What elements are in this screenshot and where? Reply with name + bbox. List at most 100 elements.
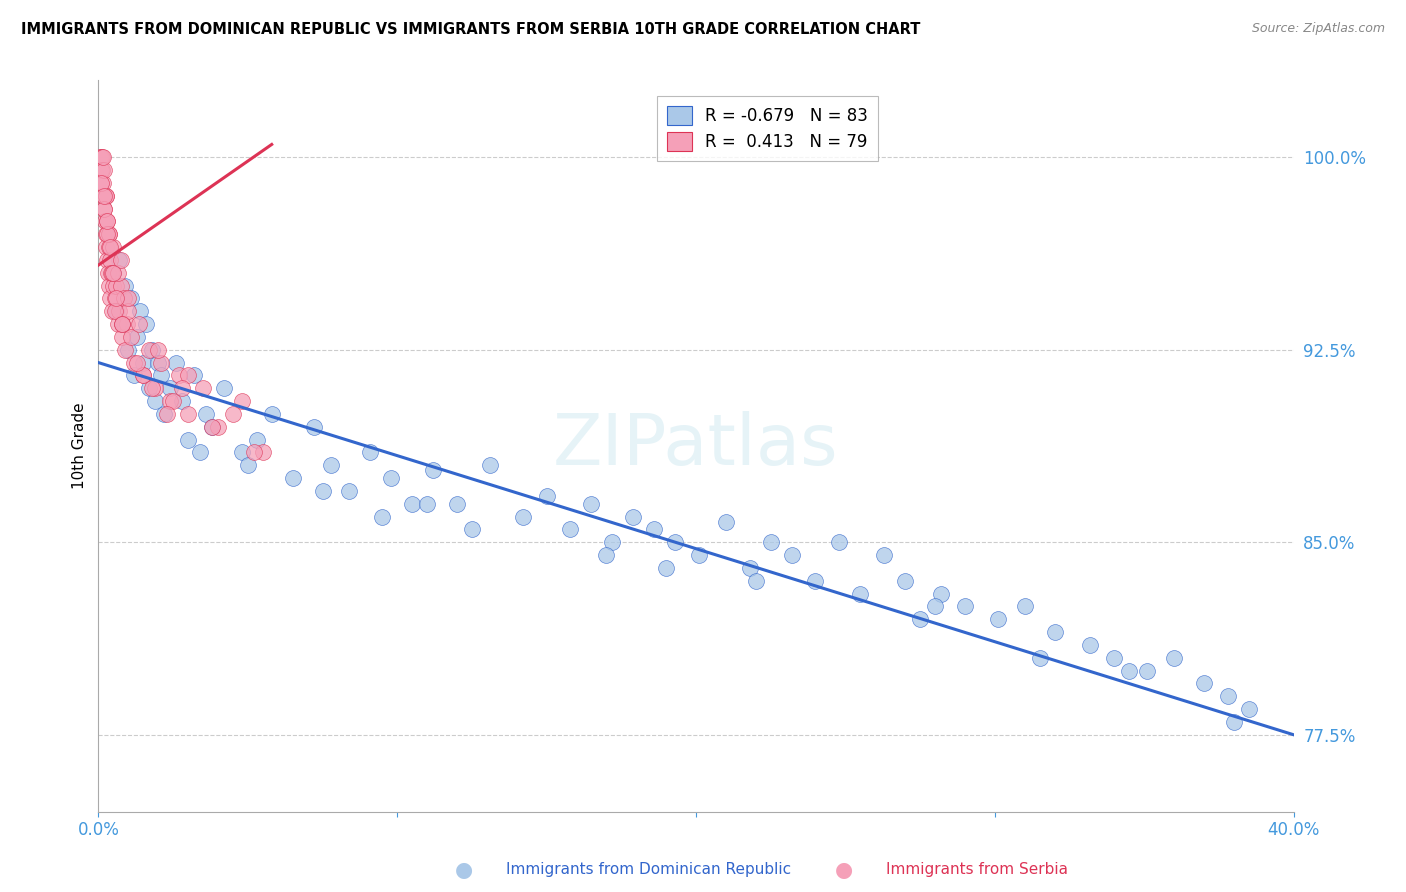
Point xyxy=(108,252,131,267)
Point xyxy=(94,188,117,202)
Point xyxy=(141,343,163,357)
Point xyxy=(207,419,229,434)
Point xyxy=(124,368,146,383)
Point xyxy=(602,535,624,549)
Point xyxy=(1136,664,1159,678)
Point xyxy=(150,355,173,369)
Point xyxy=(103,266,125,280)
Point xyxy=(93,188,115,202)
Point xyxy=(172,394,194,409)
Point xyxy=(231,394,253,409)
Point xyxy=(804,574,827,588)
Point xyxy=(195,407,218,421)
Point xyxy=(246,433,269,447)
Point xyxy=(90,176,112,190)
Point xyxy=(135,317,157,331)
Point xyxy=(655,561,678,575)
Point xyxy=(339,483,360,498)
Point xyxy=(281,471,304,485)
Point xyxy=(108,304,131,318)
Point xyxy=(745,574,768,588)
Point xyxy=(536,489,558,503)
Point xyxy=(96,240,118,254)
Point xyxy=(321,458,343,473)
Point xyxy=(1237,702,1260,716)
Point xyxy=(110,252,132,267)
Point xyxy=(461,523,484,537)
Text: ●: ● xyxy=(456,860,472,880)
Point xyxy=(112,292,135,306)
Point xyxy=(111,317,134,331)
Point xyxy=(148,343,170,357)
Point xyxy=(96,214,118,228)
Point xyxy=(120,330,142,344)
Point xyxy=(159,381,181,395)
Point xyxy=(94,188,117,202)
Point xyxy=(416,497,439,511)
Point xyxy=(97,278,120,293)
Point xyxy=(1222,714,1246,729)
Point xyxy=(89,150,111,164)
Point xyxy=(101,266,124,280)
Point xyxy=(621,509,644,524)
Point xyxy=(953,599,976,614)
Y-axis label: 10th Grade: 10th Grade xyxy=(72,402,87,490)
Point xyxy=(128,317,150,331)
Point xyxy=(311,483,333,498)
Point xyxy=(1118,664,1140,678)
Point xyxy=(422,463,444,477)
Point xyxy=(97,227,120,242)
Point xyxy=(738,561,761,575)
Point xyxy=(188,445,211,459)
Point xyxy=(1014,599,1036,614)
Point xyxy=(165,355,187,369)
Point xyxy=(104,292,127,306)
Point xyxy=(380,471,402,485)
Point xyxy=(98,240,121,254)
Point xyxy=(894,574,917,588)
Point xyxy=(110,278,132,293)
Text: Immigrants from Serbia: Immigrants from Serbia xyxy=(886,863,1067,877)
Point xyxy=(93,202,115,216)
Legend: R = -0.679   N = 83, R =  0.413   N = 79: R = -0.679 N = 83, R = 0.413 N = 79 xyxy=(657,96,879,161)
Text: IMMIGRANTS FROM DOMINICAN REPUBLIC VS IMMIGRANTS FROM SERBIA 10TH GRADE CORRELAT: IMMIGRANTS FROM DOMINICAN REPUBLIC VS IM… xyxy=(21,22,921,37)
Text: Source: ZipAtlas.com: Source: ZipAtlas.com xyxy=(1251,22,1385,36)
Point xyxy=(91,163,114,178)
Point xyxy=(252,445,274,459)
Text: Immigrants from Dominican Republic: Immigrants from Dominican Republic xyxy=(506,863,792,877)
Point xyxy=(91,150,114,164)
Point xyxy=(100,252,122,267)
Point xyxy=(222,407,245,421)
Point xyxy=(560,523,582,537)
Point xyxy=(1028,650,1050,665)
Point xyxy=(780,548,803,562)
Point xyxy=(98,240,121,254)
Point xyxy=(97,227,120,242)
Point xyxy=(1080,638,1102,652)
Point xyxy=(138,381,160,395)
Point xyxy=(111,317,134,331)
Point xyxy=(512,509,534,524)
Point xyxy=(101,304,124,318)
Point xyxy=(132,355,155,369)
Point xyxy=(201,419,224,434)
Point xyxy=(94,227,117,242)
Point xyxy=(1102,650,1125,665)
Point xyxy=(177,368,200,383)
Point xyxy=(100,266,122,280)
Point xyxy=(111,317,134,331)
Point xyxy=(132,368,155,383)
Point xyxy=(1192,676,1215,690)
Point xyxy=(478,458,501,473)
Point xyxy=(243,445,266,459)
Point xyxy=(96,252,118,267)
Point xyxy=(96,214,118,228)
Point xyxy=(359,445,381,459)
Point xyxy=(664,535,686,549)
Point xyxy=(93,202,115,216)
Point xyxy=(91,188,114,202)
Point xyxy=(114,343,136,357)
Point xyxy=(103,240,125,254)
Text: ZIPatlas: ZIPatlas xyxy=(553,411,839,481)
Point xyxy=(688,548,710,562)
